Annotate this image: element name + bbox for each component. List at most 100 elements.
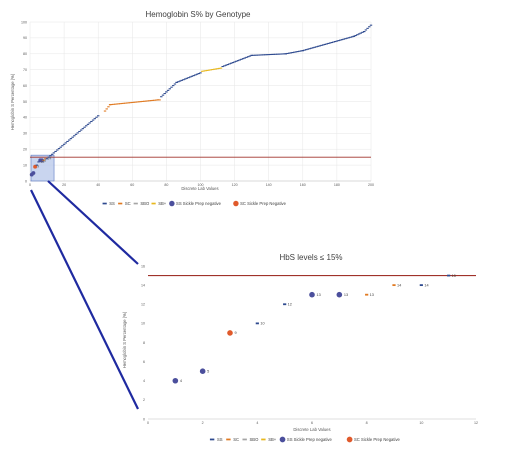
chart1-point-177: [342, 38, 345, 40]
chart2-data-label-10: 15: [452, 274, 456, 278]
chart1-point-191: [362, 31, 366, 33]
chart1-point-74: [173, 83, 177, 85]
chart1-point-17: [76, 132, 79, 134]
chart1-data-label-1: 13: [42, 158, 46, 162]
chart1-point-50: [136, 101, 139, 103]
chart1-point-13: [69, 138, 73, 140]
chart1-data-label-3: 14: [47, 157, 51, 161]
chart1-point-25: [90, 120, 93, 123]
chart1-point-105: [224, 64, 228, 66]
chart1-point-10: [64, 142, 68, 144]
chart1-point-149: [296, 51, 299, 53]
chart1-x-ticks: 0 20 40 60 80 100 120 140 160 180 200: [29, 183, 374, 187]
chart1-legend-label-5: SC Sickle Prep Negative: [240, 201, 287, 206]
chart2-legend-marker-2: [242, 438, 247, 441]
chart1-point-145: [289, 52, 293, 54]
chart1-low-point-9: [45, 158, 49, 160]
chart1-point-85: [190, 75, 194, 77]
chart2-y-tick-8: 16: [141, 264, 145, 268]
chart1-x-tick-0: 0: [29, 183, 31, 187]
chart2-data-label-4: 12: [288, 303, 292, 307]
chart1-y-tick-3: 30: [23, 132, 27, 136]
chart1-point-8: [61, 145, 64, 147]
chart1-point-88: [195, 73, 199, 75]
chart1-point-21: [83, 126, 86, 128]
chart1-point-162: [316, 45, 320, 47]
chart1-point-181: [349, 36, 352, 38]
chart1-point-125: [257, 54, 260, 56]
chart1-point-106: [226, 64, 229, 66]
chart1-point-60: [153, 99, 156, 101]
chart1-x-tick-10: 200: [368, 183, 374, 187]
chart1-point-194: [368, 26, 371, 28]
chart1-gridlines: [29, 21, 372, 182]
chart1-x-tick-8: 160: [300, 183, 306, 187]
chart1-point-121: [250, 54, 253, 56]
chart1-x-tick-9: 180: [334, 183, 340, 187]
chart1-y-tick-9: 90: [23, 36, 27, 40]
chart1-point-113: [238, 59, 241, 61]
chart1-point-5: [56, 149, 59, 151]
chart1-point-133: [270, 53, 274, 55]
chart1-point-22: [85, 125, 88, 127]
chart2-data-label-1: 5: [207, 369, 209, 373]
chart1-point-57: [148, 100, 151, 102]
chart1-y-tick-0: 0: [25, 179, 27, 183]
chart1-low-point-1: [31, 171, 36, 175]
chart1-point-52: [139, 101, 143, 103]
chart1-point-97: [211, 69, 214, 71]
chart1-point-170: [330, 41, 333, 44]
chart2-data-label-5: 13: [317, 293, 321, 297]
chart2-point-3: [255, 322, 259, 325]
chart1-legend-marker-1: [118, 202, 123, 205]
chart1-point-155: [305, 49, 308, 51]
chart1-point-184: [352, 35, 356, 37]
chart2-y-tick-0: 0: [143, 417, 145, 421]
chart1-point-168: [327, 42, 330, 45]
chart2-point-9: [419, 284, 423, 287]
chart1-data-label-0: 9: [37, 165, 39, 169]
chart1-point-118: [247, 56, 250, 58]
chart1-point-47: [131, 101, 134, 104]
chart1-point-44: [125, 102, 129, 104]
chart1-point-166: [323, 43, 327, 45]
chart1-point-95: [207, 69, 211, 71]
chart2-y-tick-1: 2: [143, 398, 145, 402]
chart1-point-67: [163, 93, 166, 95]
chart1-point-2: [50, 153, 54, 155]
chart1-legend: SS SC SBO SB+ SS Sickle Prep negative SC Sick…: [102, 200, 287, 207]
chart1-point-171: [332, 41, 335, 43]
chart1-point-46: [129, 102, 132, 104]
chart1-point-187: [357, 33, 361, 35]
zoom-connector-right: [47, 180, 139, 265]
chart1-point-107: [228, 63, 231, 65]
chart1-x-tick-7: 140: [266, 183, 272, 187]
chart1-point-9: [62, 143, 66, 145]
chart1-point-91: [201, 70, 204, 72]
chart1-point-160: [313, 46, 316, 48]
chart2-y-tick-3: 6: [143, 360, 145, 364]
chart1-legend-label-0: SS: [109, 201, 115, 206]
chart2-data-label-8: 14: [397, 283, 401, 287]
chart1-point-119: [248, 55, 252, 57]
chart1-x-axis-label: Discrete Lab Values: [181, 186, 218, 191]
chart1-point-100: [216, 68, 219, 70]
chart1-legend-marker-3: [151, 202, 156, 205]
chart2-x-tick-2: 4: [256, 421, 258, 425]
chart1-point-27: [93, 118, 96, 120]
chart1-point-189: [361, 31, 364, 33]
chart1-point-71: [168, 88, 172, 90]
chart2-point-8: [392, 284, 396, 287]
chart1-x-tick-1: 20: [62, 183, 66, 187]
chart2-point-4: [283, 303, 287, 306]
chart2-title: HbS levels ≤ 15%: [279, 253, 342, 262]
chart1-zoom-box: [30, 154, 55, 182]
chart1-point-165: [322, 44, 325, 46]
chart1-point-140: [282, 53, 286, 55]
chart1-point-12: [68, 139, 71, 141]
chart1-point-158: [310, 47, 313, 49]
chart1-point-58: [149, 100, 153, 102]
chart1-point-89: [197, 73, 200, 75]
chart1-point-72: [170, 86, 173, 88]
chart2-y-tick-4: 8: [143, 341, 145, 345]
